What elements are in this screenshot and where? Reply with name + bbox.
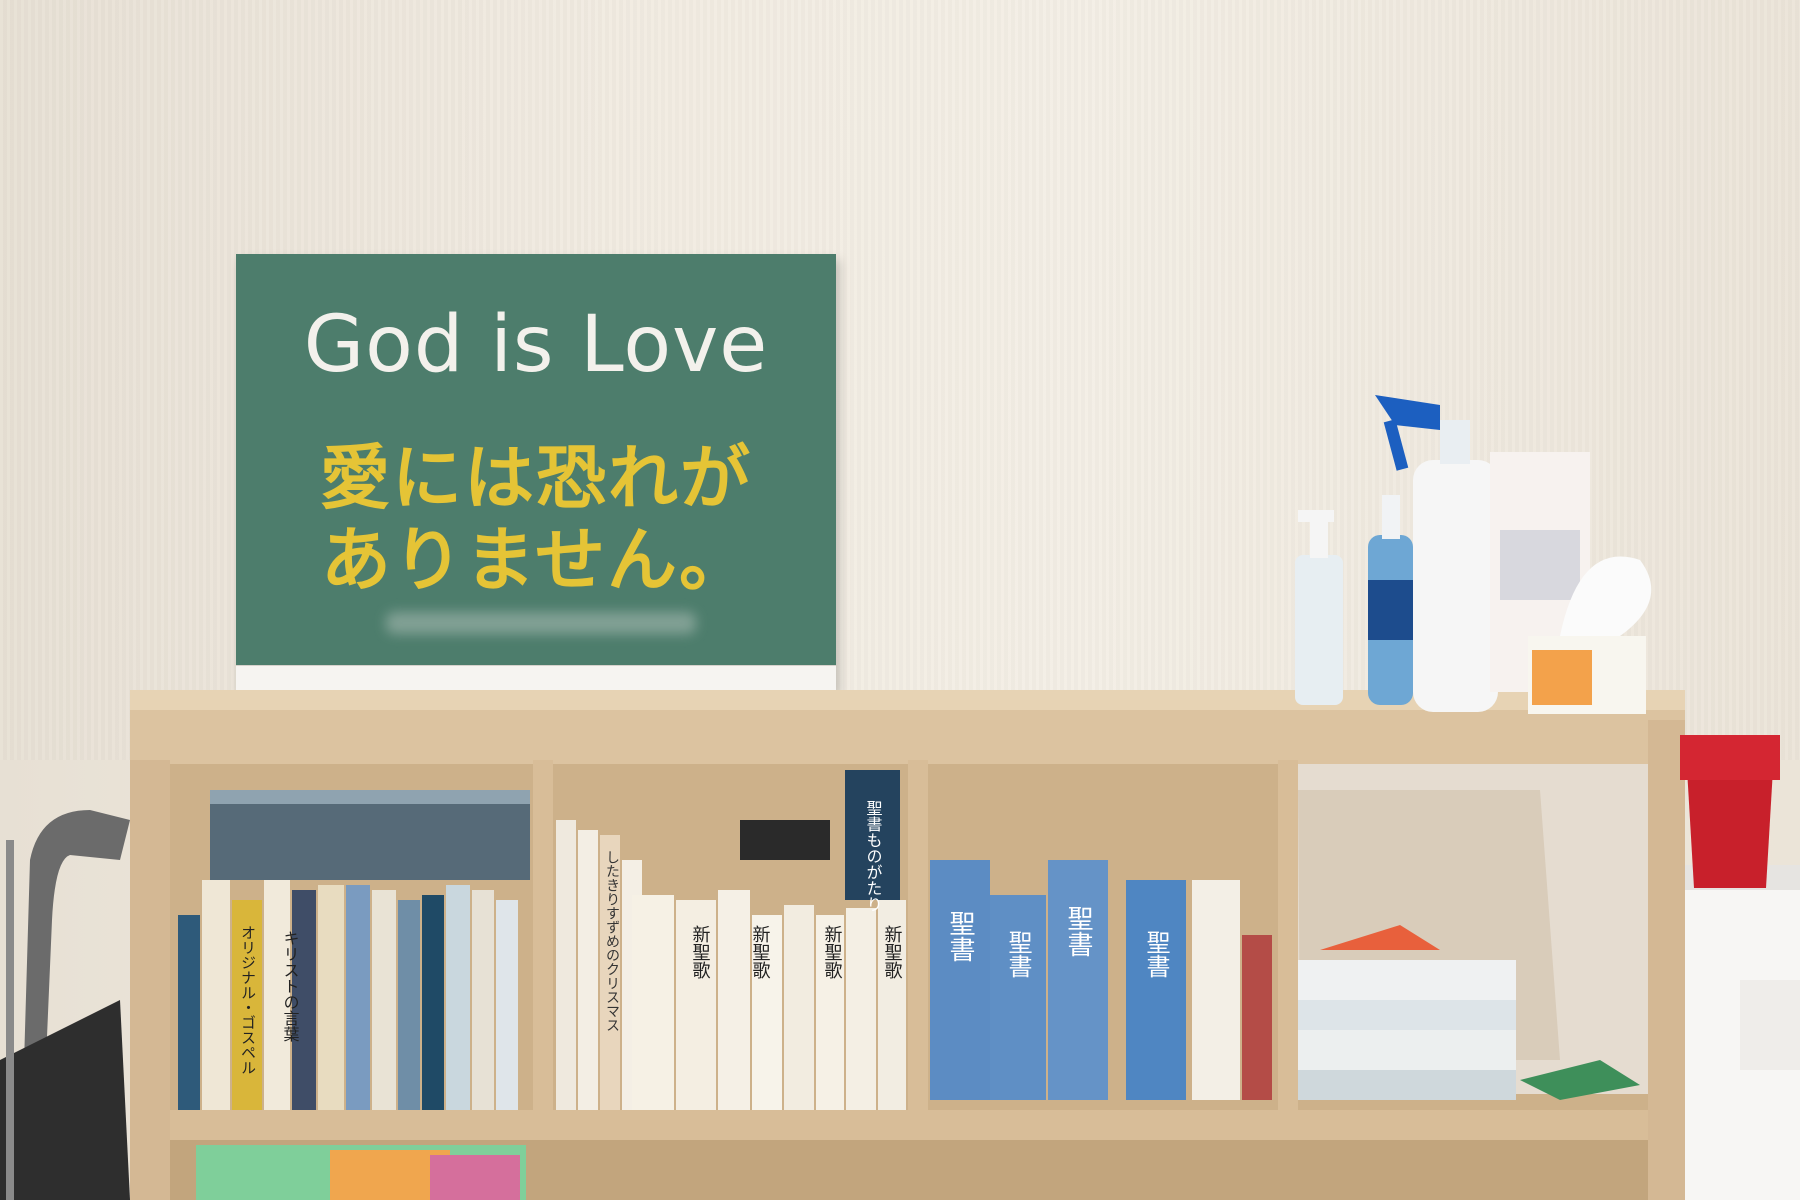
gel-bottle [1368,495,1413,705]
books-compartment-4 [1298,764,1648,1100]
bible-spine-label-2: 聖書 [1004,930,1032,978]
bible-3 [1048,860,1108,1100]
bible-spine-label-4: 聖書 [1142,930,1170,978]
bible-story-spine-label: 聖書ものがたり [864,800,883,912]
christ-words-spine-label: キリストの言葉 [281,930,300,1042]
pump-bottle [1295,510,1343,705]
gospel-spine-label: オリジナル・ゴスペル [239,925,257,1075]
bible-2 [990,895,1046,1100]
hymnal-spine-label-2: 新聖歌 [750,925,771,979]
christmas-spine-label: したきりすずめのクリスマス [604,850,620,1032]
bible-spine-label-1: 聖書 [945,910,975,962]
bible-1 [930,860,990,1100]
bible-4 [1126,880,1186,1100]
drawer-front [1740,980,1800,1070]
shelf-right-panel [1648,720,1685,1200]
hymnal-spine-label-4: 新聖歌 [882,925,903,979]
hymnal-spine-label-3: 新聖歌 [822,925,843,979]
shelf-left-panel [130,760,170,1200]
shelf-middle-board [170,1110,1648,1140]
bible-spine-label-3: 聖書 [1063,905,1093,957]
books-compartment-3 [930,860,1272,1100]
hymnal-spine-label-1: 新聖歌 [690,925,711,979]
